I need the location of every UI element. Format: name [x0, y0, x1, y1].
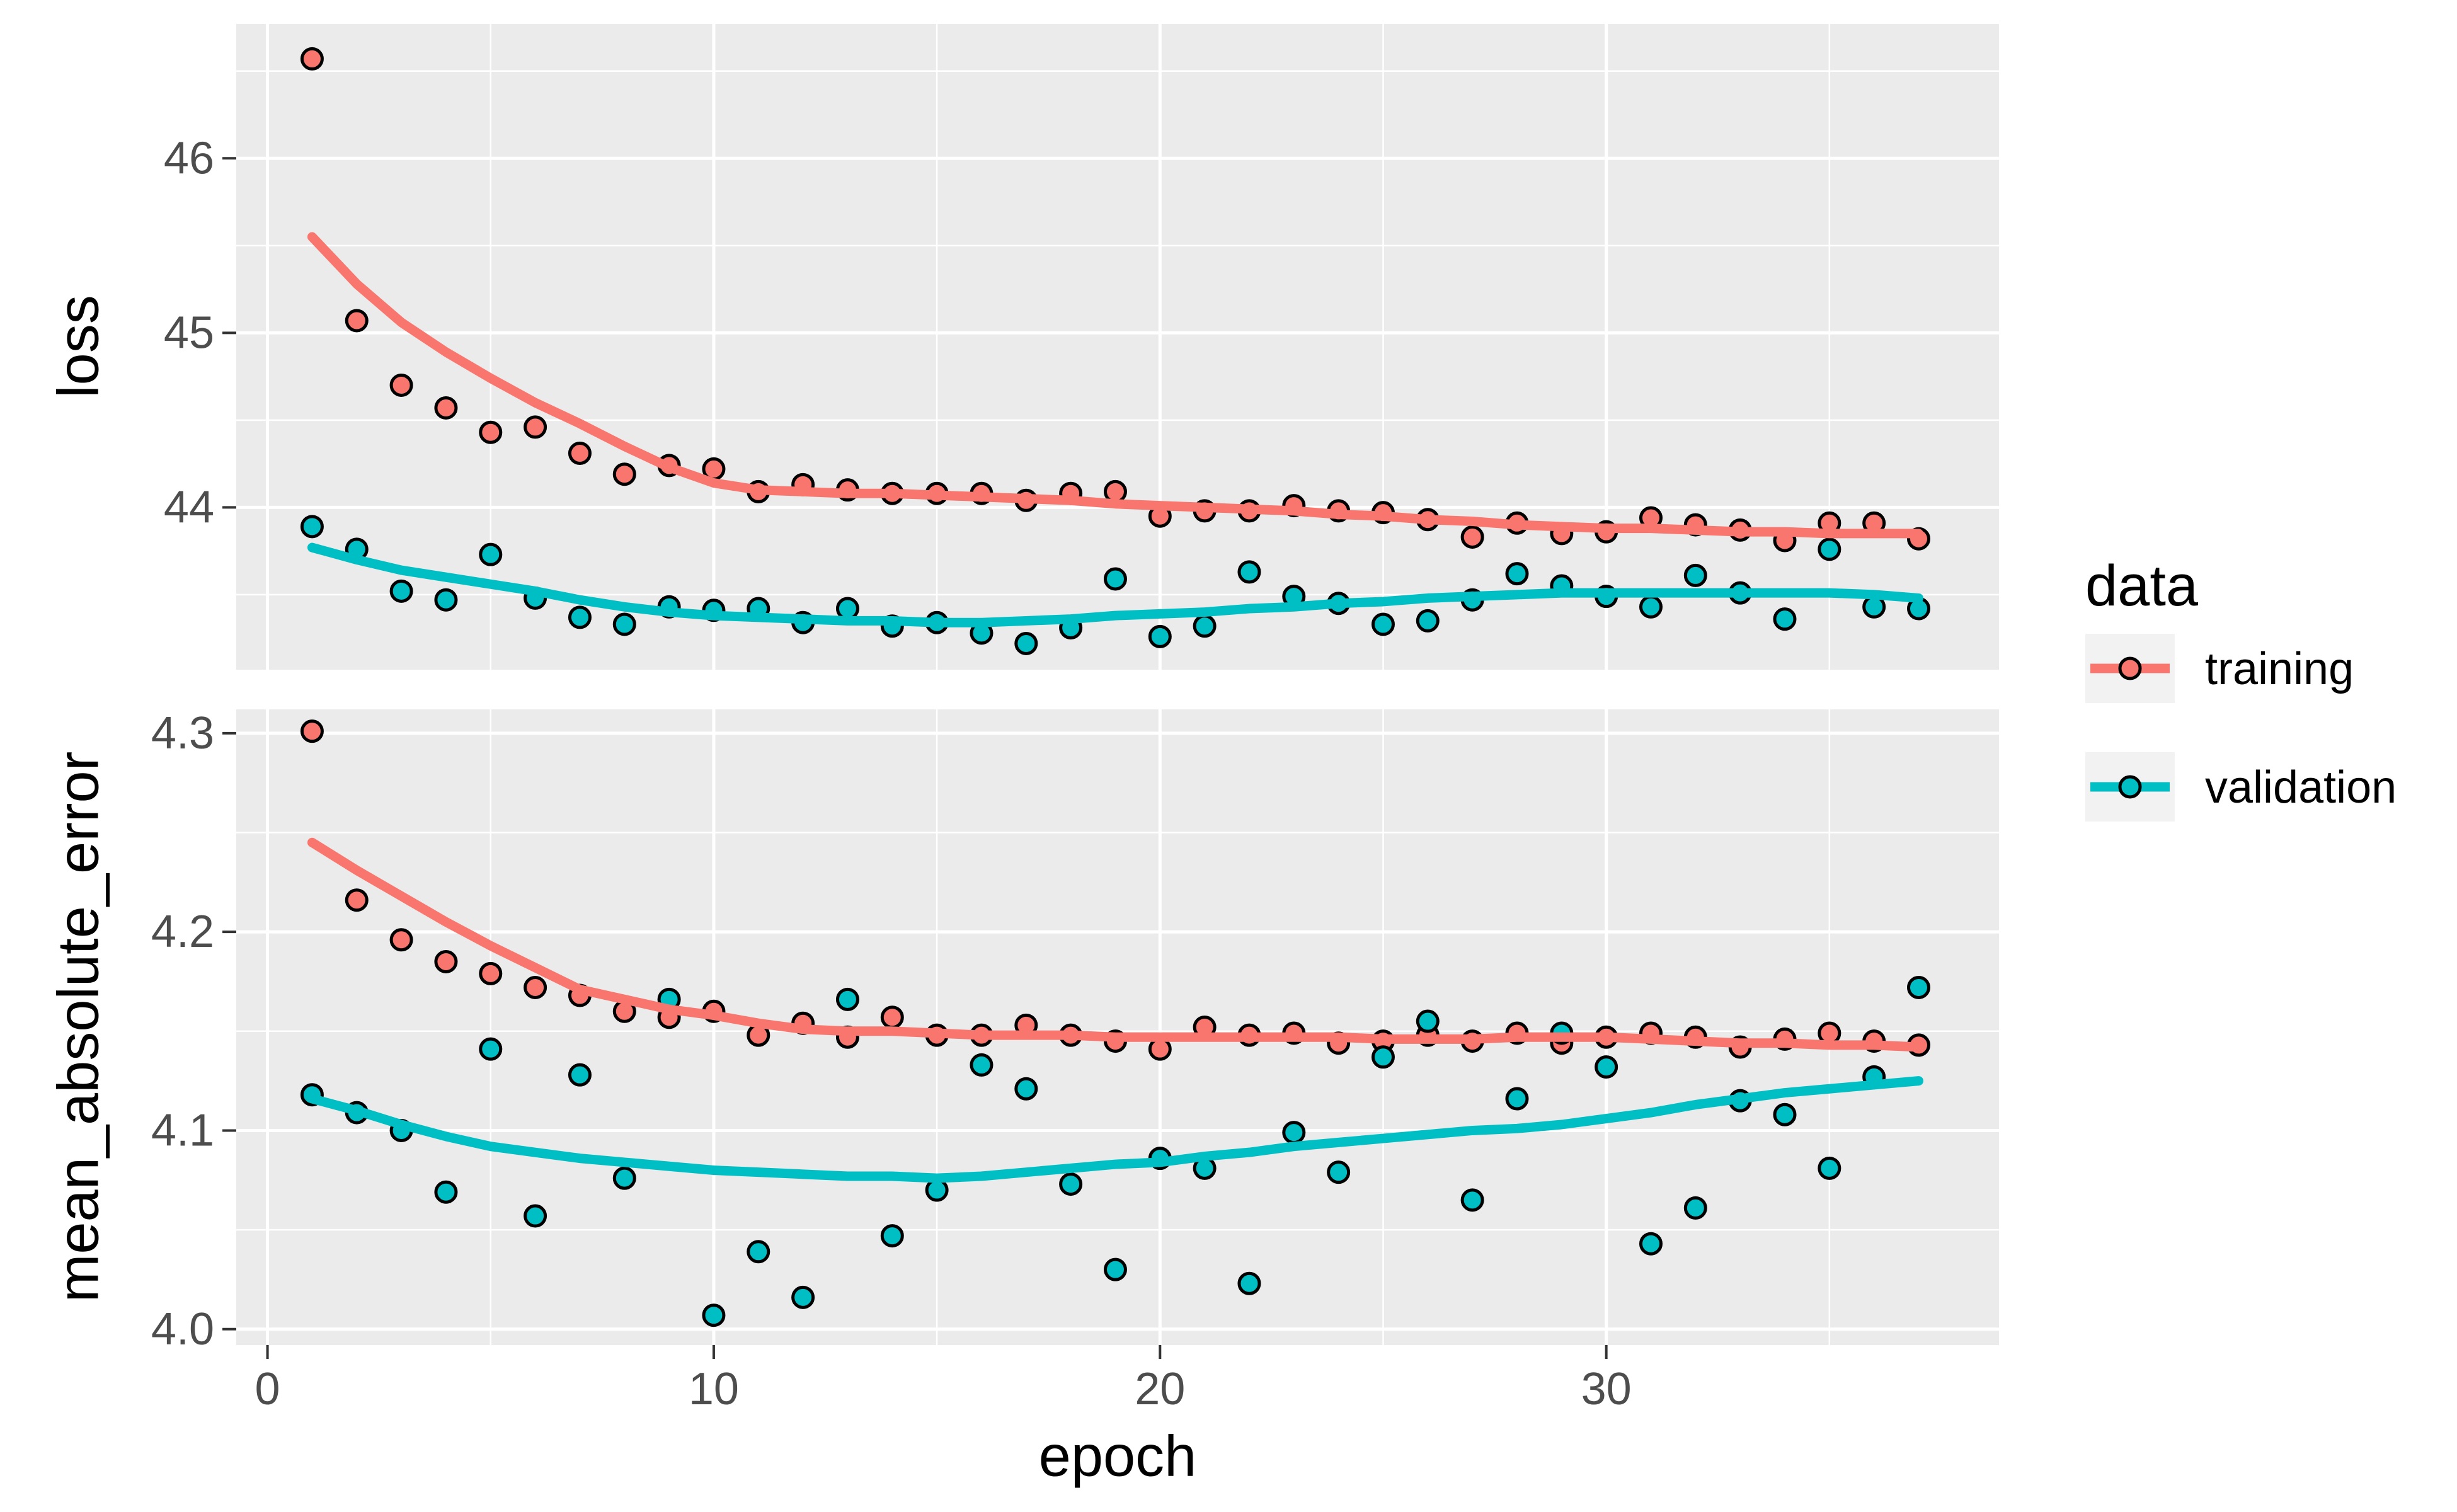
legend-key-training [2085, 634, 2175, 703]
data-point-validation [1327, 1160, 1351, 1184]
legend-point-training [2118, 656, 2142, 680]
data-point-validation [1818, 537, 1841, 561]
data-point-validation [1818, 1156, 1841, 1180]
data-point-validation [1148, 624, 1172, 648]
data-point-validation [1683, 1196, 1707, 1220]
data-point-validation [1773, 1102, 1797, 1126]
data-point-training [389, 928, 413, 952]
data-point-validation [1683, 563, 1707, 587]
data-point-validation [1505, 1087, 1529, 1111]
data-point-validation [747, 1240, 770, 1264]
data-point-validation [612, 1166, 636, 1190]
panel-background [236, 24, 1999, 670]
data-point-validation [1639, 1232, 1663, 1256]
x-tick-label: 0 [255, 1364, 280, 1414]
smooth-line-training [307, 232, 1923, 539]
data-point-training [345, 888, 369, 912]
data-point-validation [1371, 612, 1395, 636]
data-point-training [479, 961, 503, 985]
legend-point-validation [2118, 775, 2142, 799]
data-point-training [300, 719, 324, 743]
data-point-validation [1237, 1271, 1261, 1295]
data-point-training [880, 1005, 904, 1029]
legend: data training validation [2085, 553, 2451, 843]
data-point-training [479, 420, 503, 444]
panel-background [236, 709, 1999, 1345]
y-tick-label: 46 [164, 133, 214, 183]
data-point-validation [835, 987, 859, 1011]
data-point-validation [1103, 1257, 1127, 1281]
x-tick-label: 20 [1135, 1364, 1185, 1414]
legend-label-validation: validation [2205, 762, 2397, 813]
data-point-validation [300, 515, 324, 539]
data-point-training [345, 309, 369, 333]
data-point-validation [1059, 1172, 1083, 1196]
data-point-validation [880, 1224, 904, 1248]
data-point-validation [568, 605, 592, 629]
data-point-training [612, 462, 636, 486]
y-tick-label: 4.1 [151, 1105, 214, 1155]
data-point-validation [389, 579, 413, 603]
data-point-training [524, 415, 547, 439]
data-point-validation [434, 1180, 458, 1204]
smooth-line-validation [307, 1076, 1923, 1183]
data-point-validation [1505, 562, 1529, 586]
data-point-validation [925, 1178, 949, 1202]
data-point-validation [1416, 609, 1440, 633]
data-point-validation [1906, 975, 1930, 999]
data-point-validation [1014, 1077, 1038, 1101]
smooth-line-training [307, 837, 1923, 1052]
data-point-validation [1237, 560, 1261, 584]
data-point-validation [568, 1063, 592, 1087]
data-point-validation [524, 1204, 547, 1228]
data-point-validation [479, 542, 503, 566]
y-axis-title-mae: mean_absolute_error [46, 751, 111, 1303]
legend-label-training: training [2205, 644, 2354, 694]
data-point-validation [1014, 631, 1038, 655]
x-axis-title: epoch [1038, 1424, 1197, 1489]
data-point-training [434, 949, 458, 973]
data-point-validation [1416, 1009, 1440, 1033]
data-point-validation [612, 612, 636, 636]
data-point-training [568, 441, 592, 465]
data-point-validation [1282, 1121, 1306, 1145]
data-point-validation [1193, 614, 1217, 638]
data-point-validation [970, 1053, 994, 1077]
data-point-validation [434, 588, 458, 612]
data-point-training [300, 47, 324, 71]
y-axis-title-loss: loss [46, 295, 111, 398]
data-point-validation [1460, 1188, 1484, 1212]
x-tick-label: 10 [689, 1364, 739, 1414]
data-point-validation [1371, 1045, 1395, 1069]
data-point-training [434, 396, 458, 420]
legend-key-validation [2085, 752, 2175, 822]
data-point-training [524, 975, 547, 999]
data-point-validation [791, 1285, 815, 1309]
y-tick-label: 45 [164, 307, 214, 358]
data-point-validation [1595, 1055, 1618, 1079]
y-tick-label: 44 [164, 482, 214, 532]
x-tick-label: 30 [1581, 1364, 1632, 1414]
y-tick-label: 4.2 [151, 907, 214, 957]
data-point-validation [1639, 595, 1663, 619]
data-point-validation [702, 1303, 726, 1327]
data-point-training [1148, 1037, 1172, 1061]
legend-title: data [2085, 554, 2199, 618]
data-point-training [389, 373, 413, 397]
smooth-line-validation [307, 542, 1923, 627]
y-tick-label: 4.3 [151, 708, 214, 759]
data-point-validation [479, 1037, 503, 1061]
data-point-validation [1773, 607, 1797, 631]
data-point-validation [1103, 567, 1127, 591]
y-tick-label: 4.0 [151, 1304, 214, 1354]
data-point-validation [835, 597, 859, 621]
data-point-training [1460, 525, 1484, 549]
